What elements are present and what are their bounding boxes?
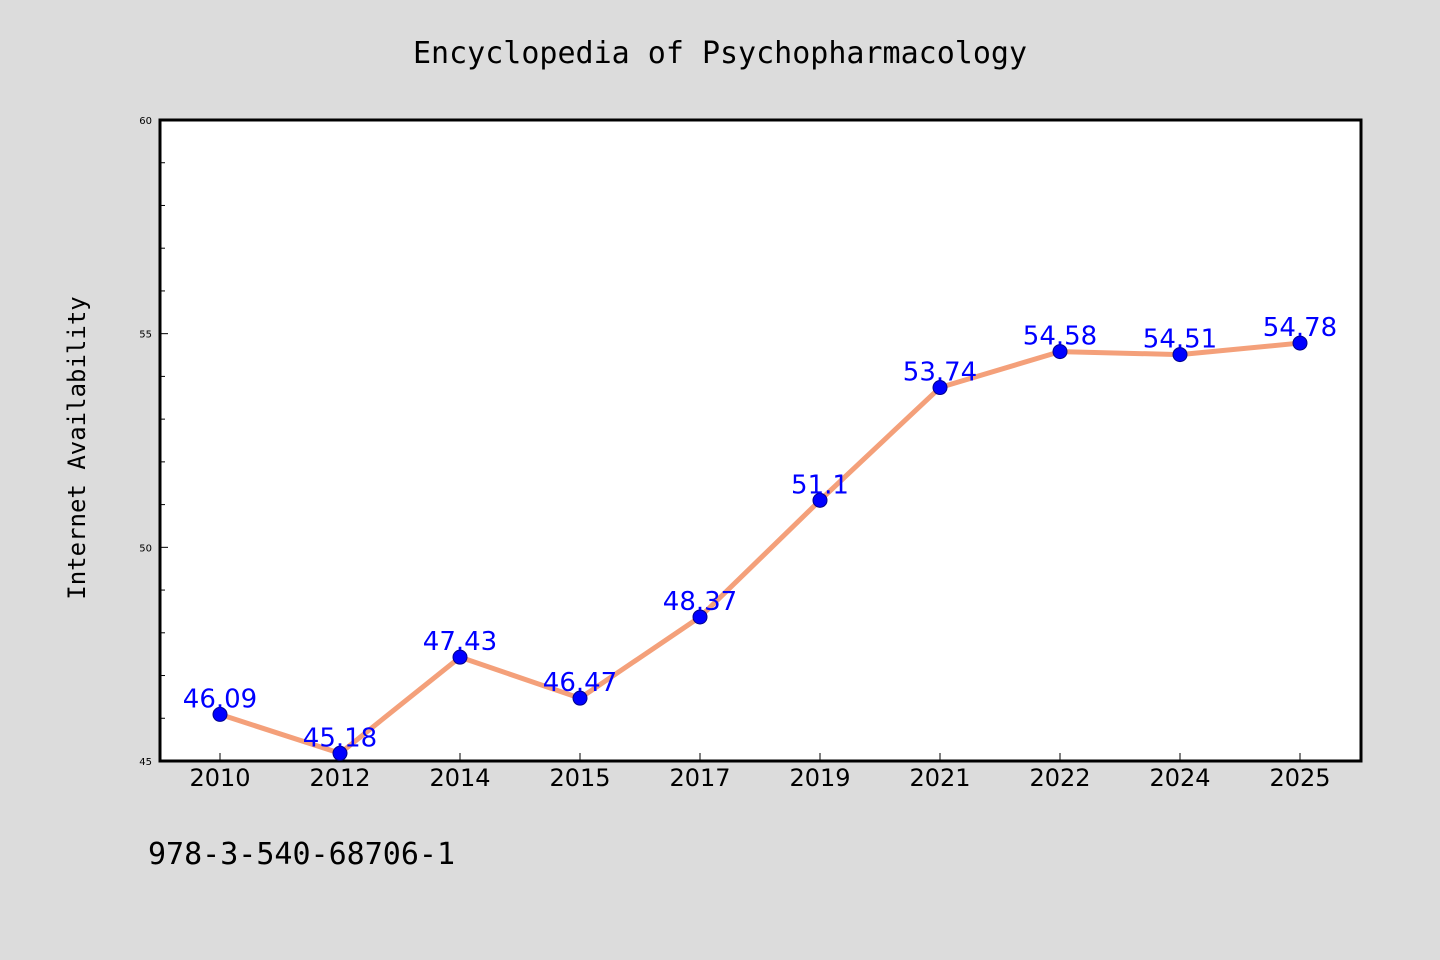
data-point [1052, 344, 1068, 360]
x-tick-label: 2025 [1269, 764, 1330, 792]
plot-area [158, 118, 1363, 763]
y-tick-label: 50 [139, 543, 152, 554]
data-label: 54.78 [1263, 313, 1337, 343]
data-label: 47.43 [423, 627, 497, 657]
data-label: 45.18 [303, 723, 377, 753]
data-point [332, 745, 348, 761]
data-point [1292, 335, 1308, 351]
data-label: 51.1 [791, 470, 849, 500]
footer-isbn: 978-3-540-68706-1 [148, 837, 455, 872]
data-label: 48.37 [663, 587, 737, 617]
data-label: 54.58 [1023, 322, 1097, 352]
series-line [217, 340, 1303, 756]
y-axis-ticks: 45 50 55 60 [139, 116, 168, 768]
data-label: 54.51 [1143, 325, 1217, 355]
y-tick-label: 55 [139, 330, 152, 341]
series-layer: 46.09 45.18 47.43 46.47 48.37 51.1 53.74 54.58 5… [183, 313, 1337, 761]
x-tick-label: 2017 [669, 764, 730, 792]
data-point [812, 492, 828, 508]
y-tick-label: 60 [139, 116, 152, 127]
data-point [692, 609, 708, 625]
x-tick-label: 2022 [1029, 764, 1090, 792]
x-tick-label: 2010 [189, 764, 250, 792]
data-point [932, 380, 948, 396]
data-point [212, 706, 228, 722]
x-axis-ticks: 2010 2012 2014 2015 2017 2019 2021 2022 2024 2025 [189, 753, 1331, 792]
data-point [572, 690, 588, 706]
x-tick-label: 2024 [1149, 764, 1210, 792]
y-axis-label: Internet Availability [63, 296, 91, 599]
data-label: 46.09 [183, 684, 257, 714]
x-tick-label: 2014 [429, 764, 490, 792]
x-tick-label: 2021 [909, 764, 970, 792]
x-tick-label: 2015 [549, 764, 610, 792]
x-tick-label: 2012 [309, 764, 370, 792]
data-label: 46.47 [543, 668, 617, 698]
y-tick-label: 45 [139, 757, 152, 768]
data-label: 53.74 [903, 358, 977, 388]
data-point [1172, 347, 1188, 363]
x-tick-label: 2019 [789, 764, 850, 792]
chart-title: Encyclopedia of Psychopharmacology [413, 36, 1027, 71]
data-point [452, 649, 468, 665]
